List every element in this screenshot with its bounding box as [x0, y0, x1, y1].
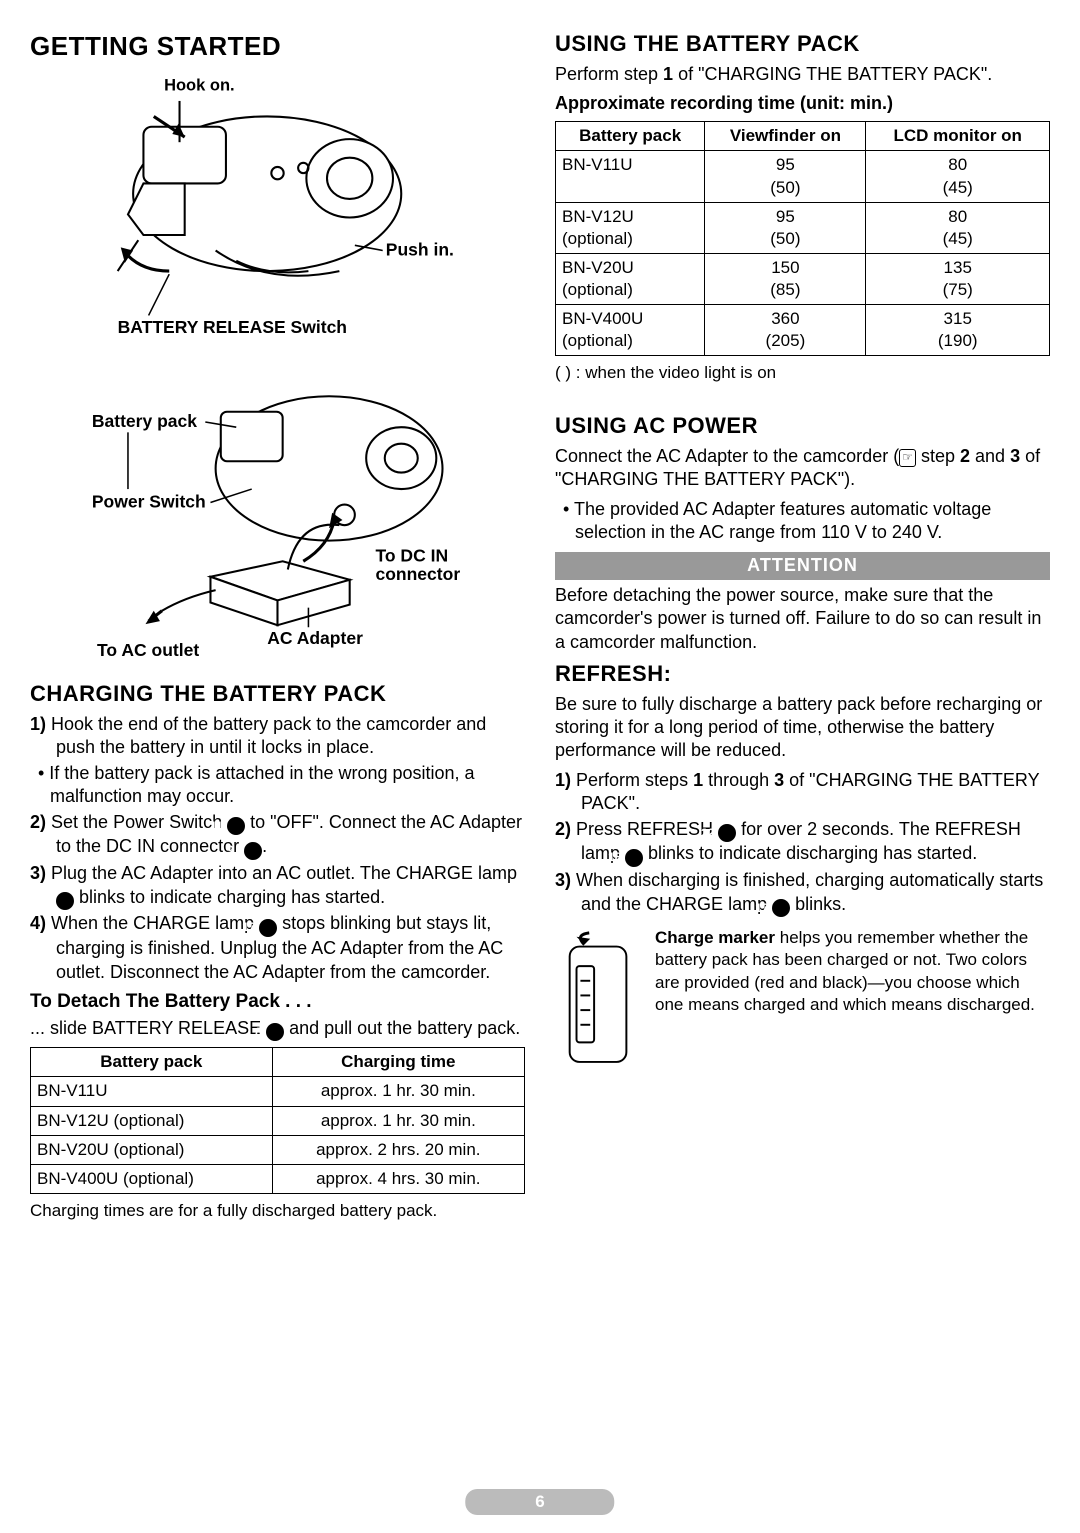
th-battery-pack: Battery pack — [31, 1048, 273, 1077]
label-power-switch: Power Switch — [92, 491, 206, 511]
label-to-ac-outlet: To AC outlet — [97, 640, 199, 660]
th-viewfinder: Viewfinder on — [705, 122, 866, 151]
step-1: 1) Hook the end of the battery pack to t… — [30, 713, 525, 760]
th-lcd: LCD monitor on — [866, 122, 1050, 151]
label-push-in: Push in. — [386, 239, 454, 259]
circle-17-icon: 17 — [56, 892, 74, 910]
table-row: BN-V20U(optional) 150(85) 135(75) — [556, 253, 1050, 304]
bullet-wrong-position: • If the battery pack is attached in the… — [30, 762, 525, 809]
table-row: BN-V400U(optional) 360(205) 315(190) — [556, 305, 1050, 356]
th-charging-time: Charging time — [272, 1048, 524, 1077]
ac-heading: USING AC POWER — [555, 412, 1050, 441]
label-battery-release: BATTERY RELEASE Switch — [118, 317, 347, 337]
attention-text: Before detaching the power source, make … — [555, 584, 1050, 654]
page-title: GETTING STARTED — [30, 30, 525, 64]
refresh-step-2: 2) Press REFRESH 22 for over 2 seconds. … — [555, 818, 1050, 868]
using-battery-heading: USING THE BATTERY PACK — [555, 30, 1050, 59]
recording-time-table: Battery pack Viewfinder on LCD monitor o… — [555, 121, 1050, 356]
refresh-heading: REFRESH: — [555, 660, 1050, 689]
left-column: GETTING STARTED Hook on. — [30, 30, 525, 1228]
label-ac-adapter: AC Adapter — [267, 627, 363, 647]
charging-time-table: Battery pack Charging time BN-V11Uapprox… — [30, 1047, 525, 1193]
table-row: BN-V11U 95(50) 80(45) — [556, 151, 1050, 202]
table-row: BN-V12U(optional) 95(50) 80(45) — [556, 202, 1050, 253]
circle-17-icon: 17 — [772, 899, 790, 917]
pointer-icon: ☞ — [899, 449, 916, 467]
circle-18-icon: 18 — [625, 849, 643, 867]
label-battery-pack: Battery pack — [92, 411, 197, 431]
ac-bullet: • The provided AC Adapter features autom… — [555, 498, 1050, 545]
attention-bar: ATTENTION — [555, 552, 1050, 579]
charge-marker-text: Charge marker helps you remember whether… — [655, 927, 1050, 1074]
diagram-ac-adapter: Battery pack Power Switch To DC IN conne… — [30, 355, 525, 664]
table-row: BN-V11Uapprox. 1 hr. 30 min. — [31, 1077, 525, 1106]
step-3: 3) Plug the AC Adapter into an AC outlet… — [30, 862, 525, 910]
circle-11-icon: 11 — [227, 817, 245, 835]
paren-note: ( ) : when the video light is on — [555, 362, 1050, 384]
refresh-step-3: 3) When discharging is finished, chargin… — [555, 869, 1050, 917]
battery-pack-icon — [555, 927, 643, 1074]
circle-17-icon: 17 — [259, 919, 277, 937]
right-column: USING THE BATTERY PACK Perform step 1 of… — [555, 30, 1050, 1228]
circle-22-icon: 22 — [718, 824, 736, 842]
label-hook-on: Hook on. — [164, 76, 235, 94]
refresh-intro: Be sure to fully discharge a battery pac… — [555, 693, 1050, 763]
charging-steps: 1) Hook the end of the battery pack to t… — [30, 713, 525, 984]
charging-note: Charging times are for a fully discharge… — [30, 1200, 525, 1222]
th-battery-pack: Battery pack — [556, 122, 705, 151]
detach-text: ... slide BATTERY RELEASE 8 and pull out… — [30, 1017, 525, 1042]
approx-heading: Approximate recording time (unit: min.) — [555, 92, 1050, 115]
charging-heading: CHARGING THE BATTERY PACK — [30, 680, 525, 709]
diagram-hook-battery: Hook on. Push in. BATTERY — [30, 70, 525, 348]
step-4: 4) When the CHARGE lamp 17 stops blinkin… — [30, 912, 525, 984]
detach-heading: To Detach The Battery Pack . . . — [30, 990, 525, 1015]
step-2: 2) Set the Power Switch 11 to "OFF". Con… — [30, 811, 525, 861]
using-battery-text: Perform step 1 of "CHARGING THE BATTERY … — [555, 63, 1050, 86]
circle-9-icon: 9 — [244, 842, 262, 860]
circle-8-icon: 8 — [266, 1023, 284, 1041]
table-row: BN-V400U (optional)approx. 4 hrs. 30 min… — [31, 1164, 525, 1193]
label-to-dc-in: To DC IN — [375, 545, 448, 565]
ac-text: Connect the AC Adapter to the camcorder … — [555, 445, 1050, 492]
charge-marker-block: Charge marker helps you remember whether… — [555, 927, 1050, 1074]
refresh-step-1: 1) Perform steps 1 through 3 of "CHARGIN… — [555, 769, 1050, 816]
page-number: 6 — [465, 1489, 614, 1515]
refresh-steps: 1) Perform steps 1 through 3 of "CHARGIN… — [555, 769, 1050, 918]
table-row: BN-V20U (optional)approx. 2 hrs. 20 min. — [31, 1135, 525, 1164]
label-connector: connector — [375, 563, 460, 583]
table-row: BN-V12U (optional)approx. 1 hr. 30 min. — [31, 1106, 525, 1135]
